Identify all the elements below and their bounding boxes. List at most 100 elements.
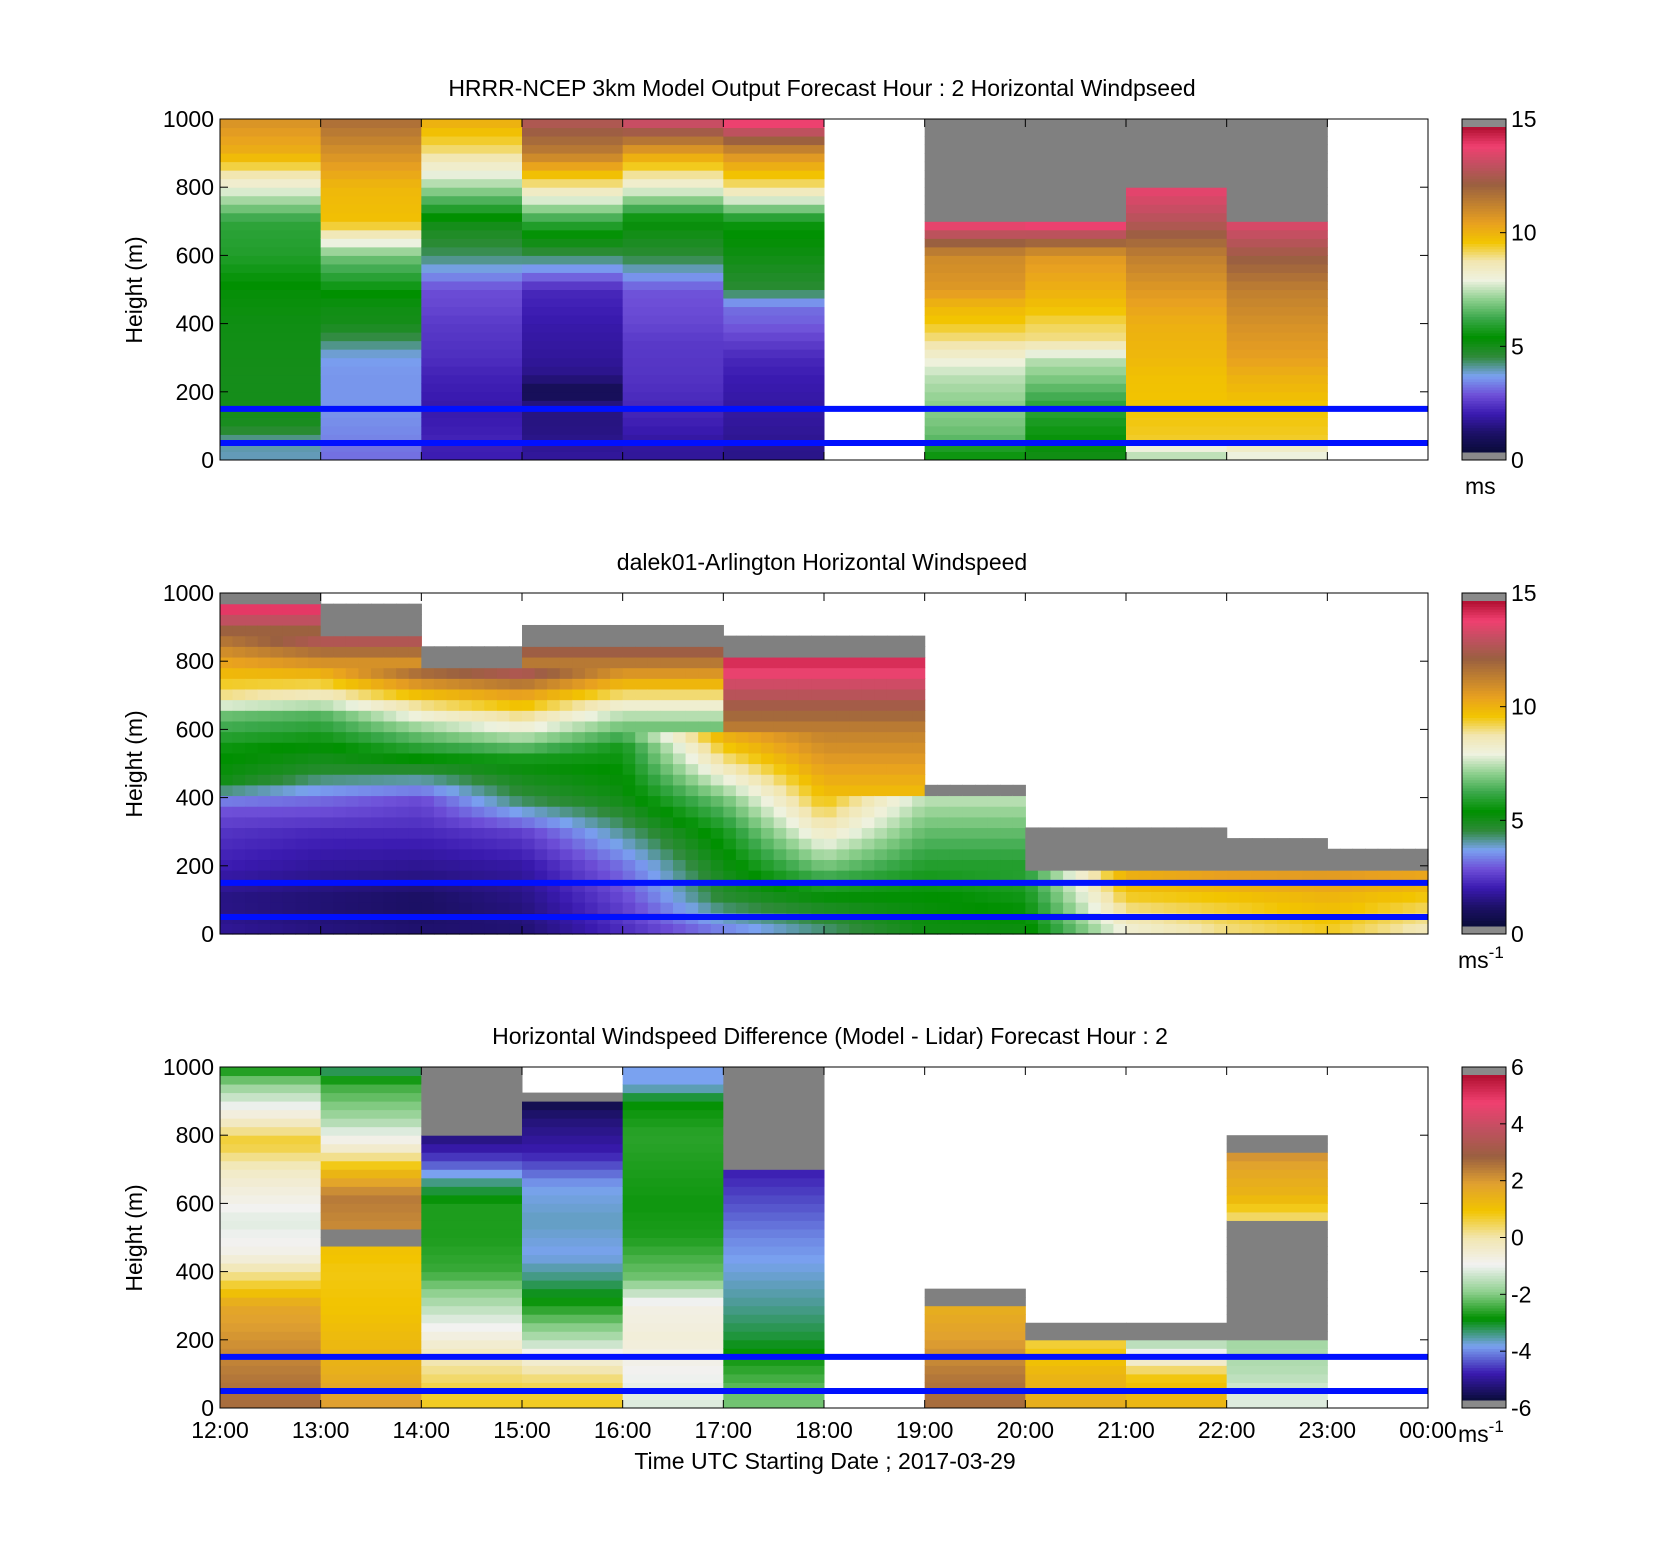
heatmap-cell (899, 902, 913, 914)
heatmap-cell (358, 667, 372, 679)
colorbar-segment (1462, 424, 1506, 429)
heatmap-cell (698, 859, 712, 871)
colorbar-segment (1462, 682, 1506, 686)
colorbar-segment (1462, 909, 1506, 913)
heatmap-cell (333, 603, 347, 615)
heatmap-cell (421, 1382, 523, 1392)
heatmap-cell (1339, 848, 1354, 861)
heatmap-cell (1126, 451, 1228, 461)
heatmap-cell (358, 880, 372, 892)
heatmap-cell (798, 646, 813, 658)
heatmap-cell (1390, 923, 1404, 935)
heatmap-cell (320, 1365, 422, 1375)
colorbar-segment (1462, 728, 1506, 732)
heatmap-cell (836, 848, 850, 861)
heatmap-cell (698, 699, 712, 711)
heatmap-cell (723, 1382, 825, 1392)
colorbar-segment (1462, 300, 1506, 304)
heatmap-cell (220, 614, 234, 626)
heatmap-cell (622, 298, 724, 308)
heatmap-cell (584, 635, 599, 647)
heatmap-cell (1226, 144, 1328, 154)
heatmap-cell (597, 720, 611, 733)
heatmap-cell (320, 688, 334, 701)
heatmap-cell (333, 656, 347, 669)
colorbar-segment (1462, 441, 1506, 445)
colorbar-segment (1462, 820, 1506, 824)
colorbar-segment (1462, 1383, 1506, 1387)
heatmap-cell (811, 742, 825, 754)
heatmap-cell (1025, 323, 1127, 333)
heatmap-cell (522, 1305, 624, 1315)
heatmap-cell (824, 710, 838, 722)
reference-lines (220, 405, 1428, 446)
heatmap-cell (836, 870, 850, 882)
heatmap-cell (622, 1339, 724, 1349)
heatmap-cell (547, 870, 561, 882)
heatmap-cell (673, 720, 687, 733)
heatmap-cell (1012, 902, 1026, 914)
heatmap-cell (522, 119, 624, 129)
heatmap-cell (874, 646, 888, 658)
colorbar-segment (1462, 370, 1506, 374)
heatmap-cell (232, 752, 246, 765)
heatmap-cell (421, 263, 523, 273)
colorbar-segment (1462, 332, 1506, 337)
heatmap-cell (345, 752, 360, 765)
heatmap-cell (320, 763, 334, 775)
heatmap-cell (798, 806, 813, 818)
heatmap-cell (371, 923, 385, 935)
heatmap-cell (220, 136, 322, 146)
heatmap-cell (245, 667, 259, 679)
heatmap-cell (1188, 848, 1203, 861)
heatmap-cell (1126, 204, 1228, 214)
heatmap-cell (320, 1169, 422, 1179)
heatmap-cell (1025, 827, 1039, 839)
heatmap-cell (333, 784, 347, 797)
heatmap-cell (1075, 891, 1089, 903)
heatmap-cell (421, 289, 523, 299)
heatmap-cell (1302, 902, 1316, 914)
heatmap-cell (949, 838, 964, 850)
heatmap-cell (257, 827, 271, 839)
heatmap-cell (924, 848, 938, 861)
heatmap-cell (723, 255, 825, 265)
colorbar-segment (1462, 192, 1506, 196)
heatmap-cell (622, 1348, 724, 1358)
heatmap-cell (383, 624, 397, 637)
heatmap-cell (622, 720, 636, 733)
heatmap-cell (396, 827, 410, 839)
heatmap-cell (522, 238, 624, 248)
heatmap-cell (874, 742, 888, 754)
y-tick-label: 800 (176, 1122, 214, 1148)
heatmap-cell (610, 838, 624, 850)
heatmap-cell (320, 1348, 422, 1358)
heatmap-cell (282, 827, 297, 839)
heatmap-cell (622, 1126, 724, 1136)
colorbar-segment (1462, 164, 1506, 169)
heatmap-cell (748, 656, 762, 669)
heatmap-cell (396, 763, 410, 775)
heatmap-cell (723, 298, 825, 308)
heatmap-cell (1000, 870, 1014, 882)
heatmap-cell (635, 806, 649, 818)
heatmap-cell (685, 774, 699, 786)
heatmap-cell (1251, 880, 1266, 892)
heatmap-cell (987, 870, 1001, 882)
heatmap-cell (698, 624, 712, 637)
heatmap-cell (647, 848, 662, 861)
heatmap-cell (308, 614, 322, 626)
heatmap-cell (534, 859, 548, 871)
heatmap-cell (899, 720, 913, 733)
heatmap-cell (723, 289, 825, 299)
colorbar-segment (1462, 416, 1506, 420)
heatmap-cell (232, 763, 246, 775)
heatmap-cell (622, 1135, 724, 1145)
heatmap-cell (232, 656, 246, 669)
colorbar-segment (1462, 1310, 1506, 1314)
heatmap-cell (761, 774, 775, 786)
colorbar-segment (1462, 145, 1506, 150)
heatmap-cell (421, 763, 435, 775)
heatmap-cell (1226, 1220, 1328, 1230)
heatmap-cell (987, 848, 1001, 861)
